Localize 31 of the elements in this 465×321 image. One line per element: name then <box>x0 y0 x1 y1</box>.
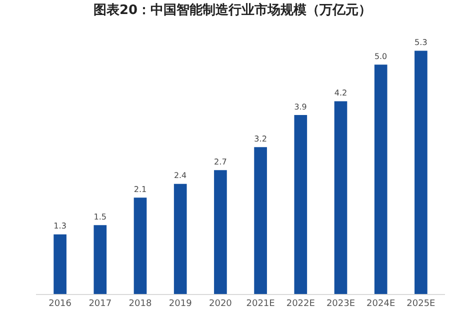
bar <box>374 64 388 294</box>
data-label: 2.1 <box>134 184 147 194</box>
data-label: 1.5 <box>94 212 107 222</box>
data-label: 1.3 <box>54 222 66 231</box>
data-label: 3.9 <box>294 102 307 112</box>
bar <box>334 101 348 294</box>
bar <box>294 115 308 294</box>
bar <box>94 225 107 294</box>
x-tick-label: 2025E <box>406 298 436 309</box>
bar <box>414 50 428 294</box>
data-label: 4.2 <box>334 88 348 98</box>
data-label: 3.2 <box>254 134 267 144</box>
x-tick-label: 2023E <box>326 298 356 309</box>
chart-title: 图表20：中国智能制造行业市场规模（万亿元） <box>93 2 372 18</box>
x-tick-label: 2021E <box>246 298 276 309</box>
x-tick-label: 2018 <box>128 298 152 309</box>
data-label: 2.4 <box>174 171 187 180</box>
bar <box>214 170 227 294</box>
data-label: 5.3 <box>414 38 428 48</box>
x-tick-label: 2020 <box>208 298 232 309</box>
bar <box>134 198 147 294</box>
x-tick-label: 2024E <box>366 298 396 309</box>
x-tick-label: 2017 <box>88 298 112 309</box>
bar <box>254 147 267 294</box>
x-tick-label: 2022E <box>286 298 316 309</box>
x-tick-label: 2016 <box>48 298 72 309</box>
data-label: 5.0 <box>374 52 388 61</box>
data-label: 2.7 <box>214 157 227 166</box>
bar <box>54 234 66 294</box>
x-tick-label: 2019 <box>168 298 192 309</box>
bar <box>174 184 187 294</box>
